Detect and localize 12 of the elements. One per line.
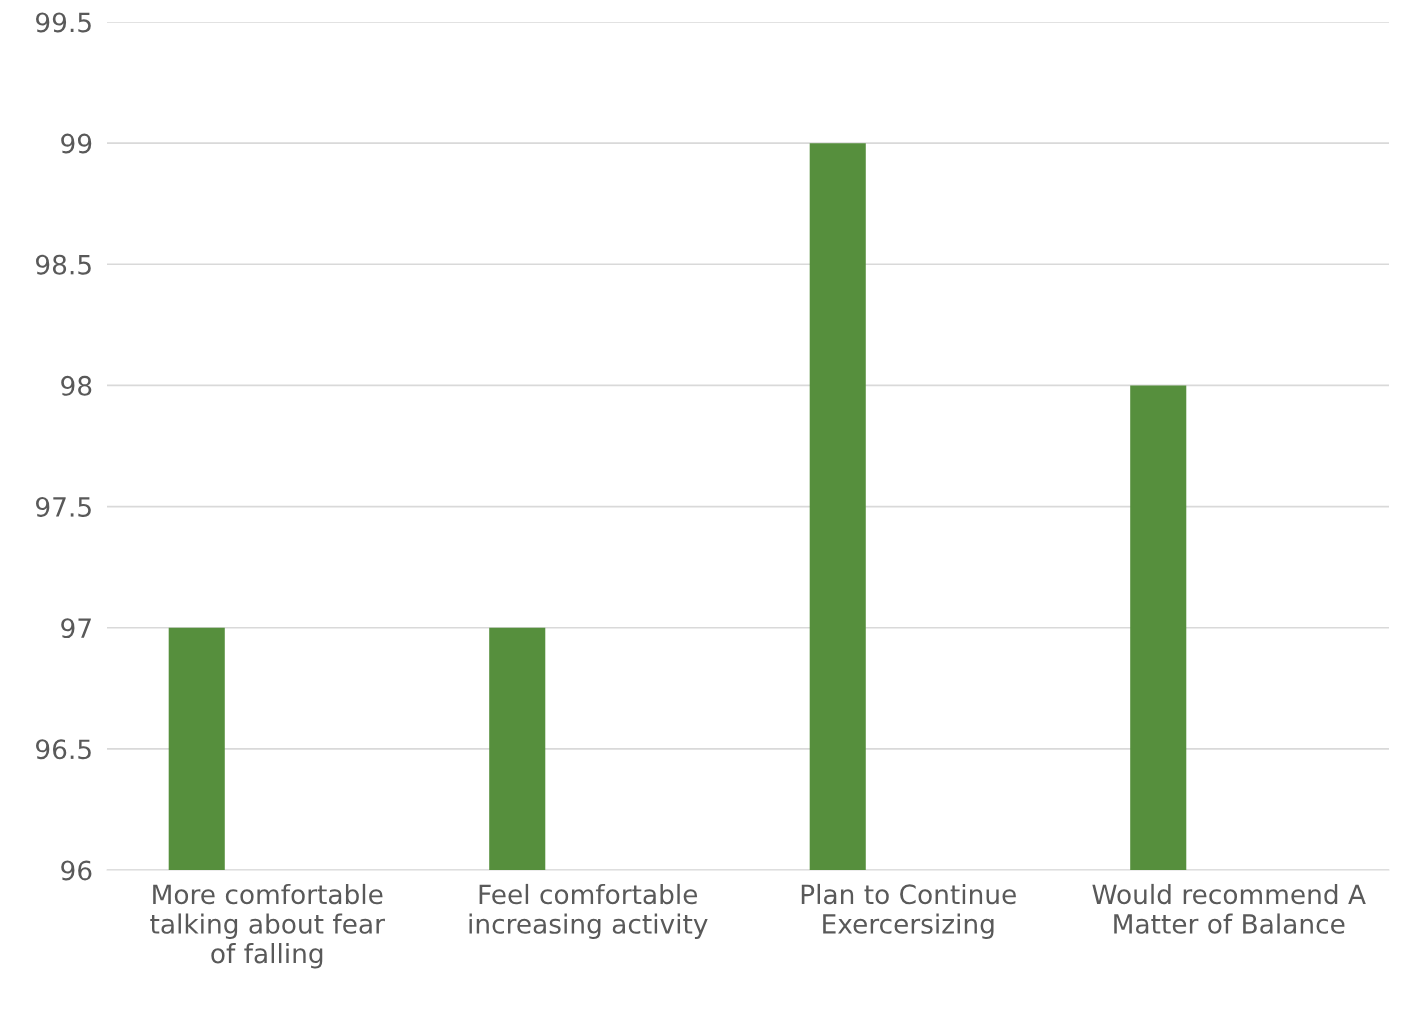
- x-tick-label: Feel comfortable increasing activity: [469, 883, 708, 939]
- y-tick-label: 97.5: [36, 497, 91, 517]
- y-tick-label: 97: [61, 618, 91, 639]
- x-tick-label: More comfortable talking about fear of falling: [150, 883, 385, 969]
- y-tick-label: 98.5: [36, 254, 91, 275]
- y-tick-label: 98: [61, 375, 92, 396]
- y-tick-label: 99: [61, 133, 92, 154]
- x-tick-label: Plan to Continue Exercersizing: [801, 883, 1016, 939]
- x-tick-label: Would recommend A Matter of Balance: [1092, 883, 1366, 934]
- y-tick-label: 99.5: [36, 12, 91, 33]
- y-tick-label: 96.5: [36, 739, 91, 760]
- y-tick-label: 96: [61, 860, 92, 881]
